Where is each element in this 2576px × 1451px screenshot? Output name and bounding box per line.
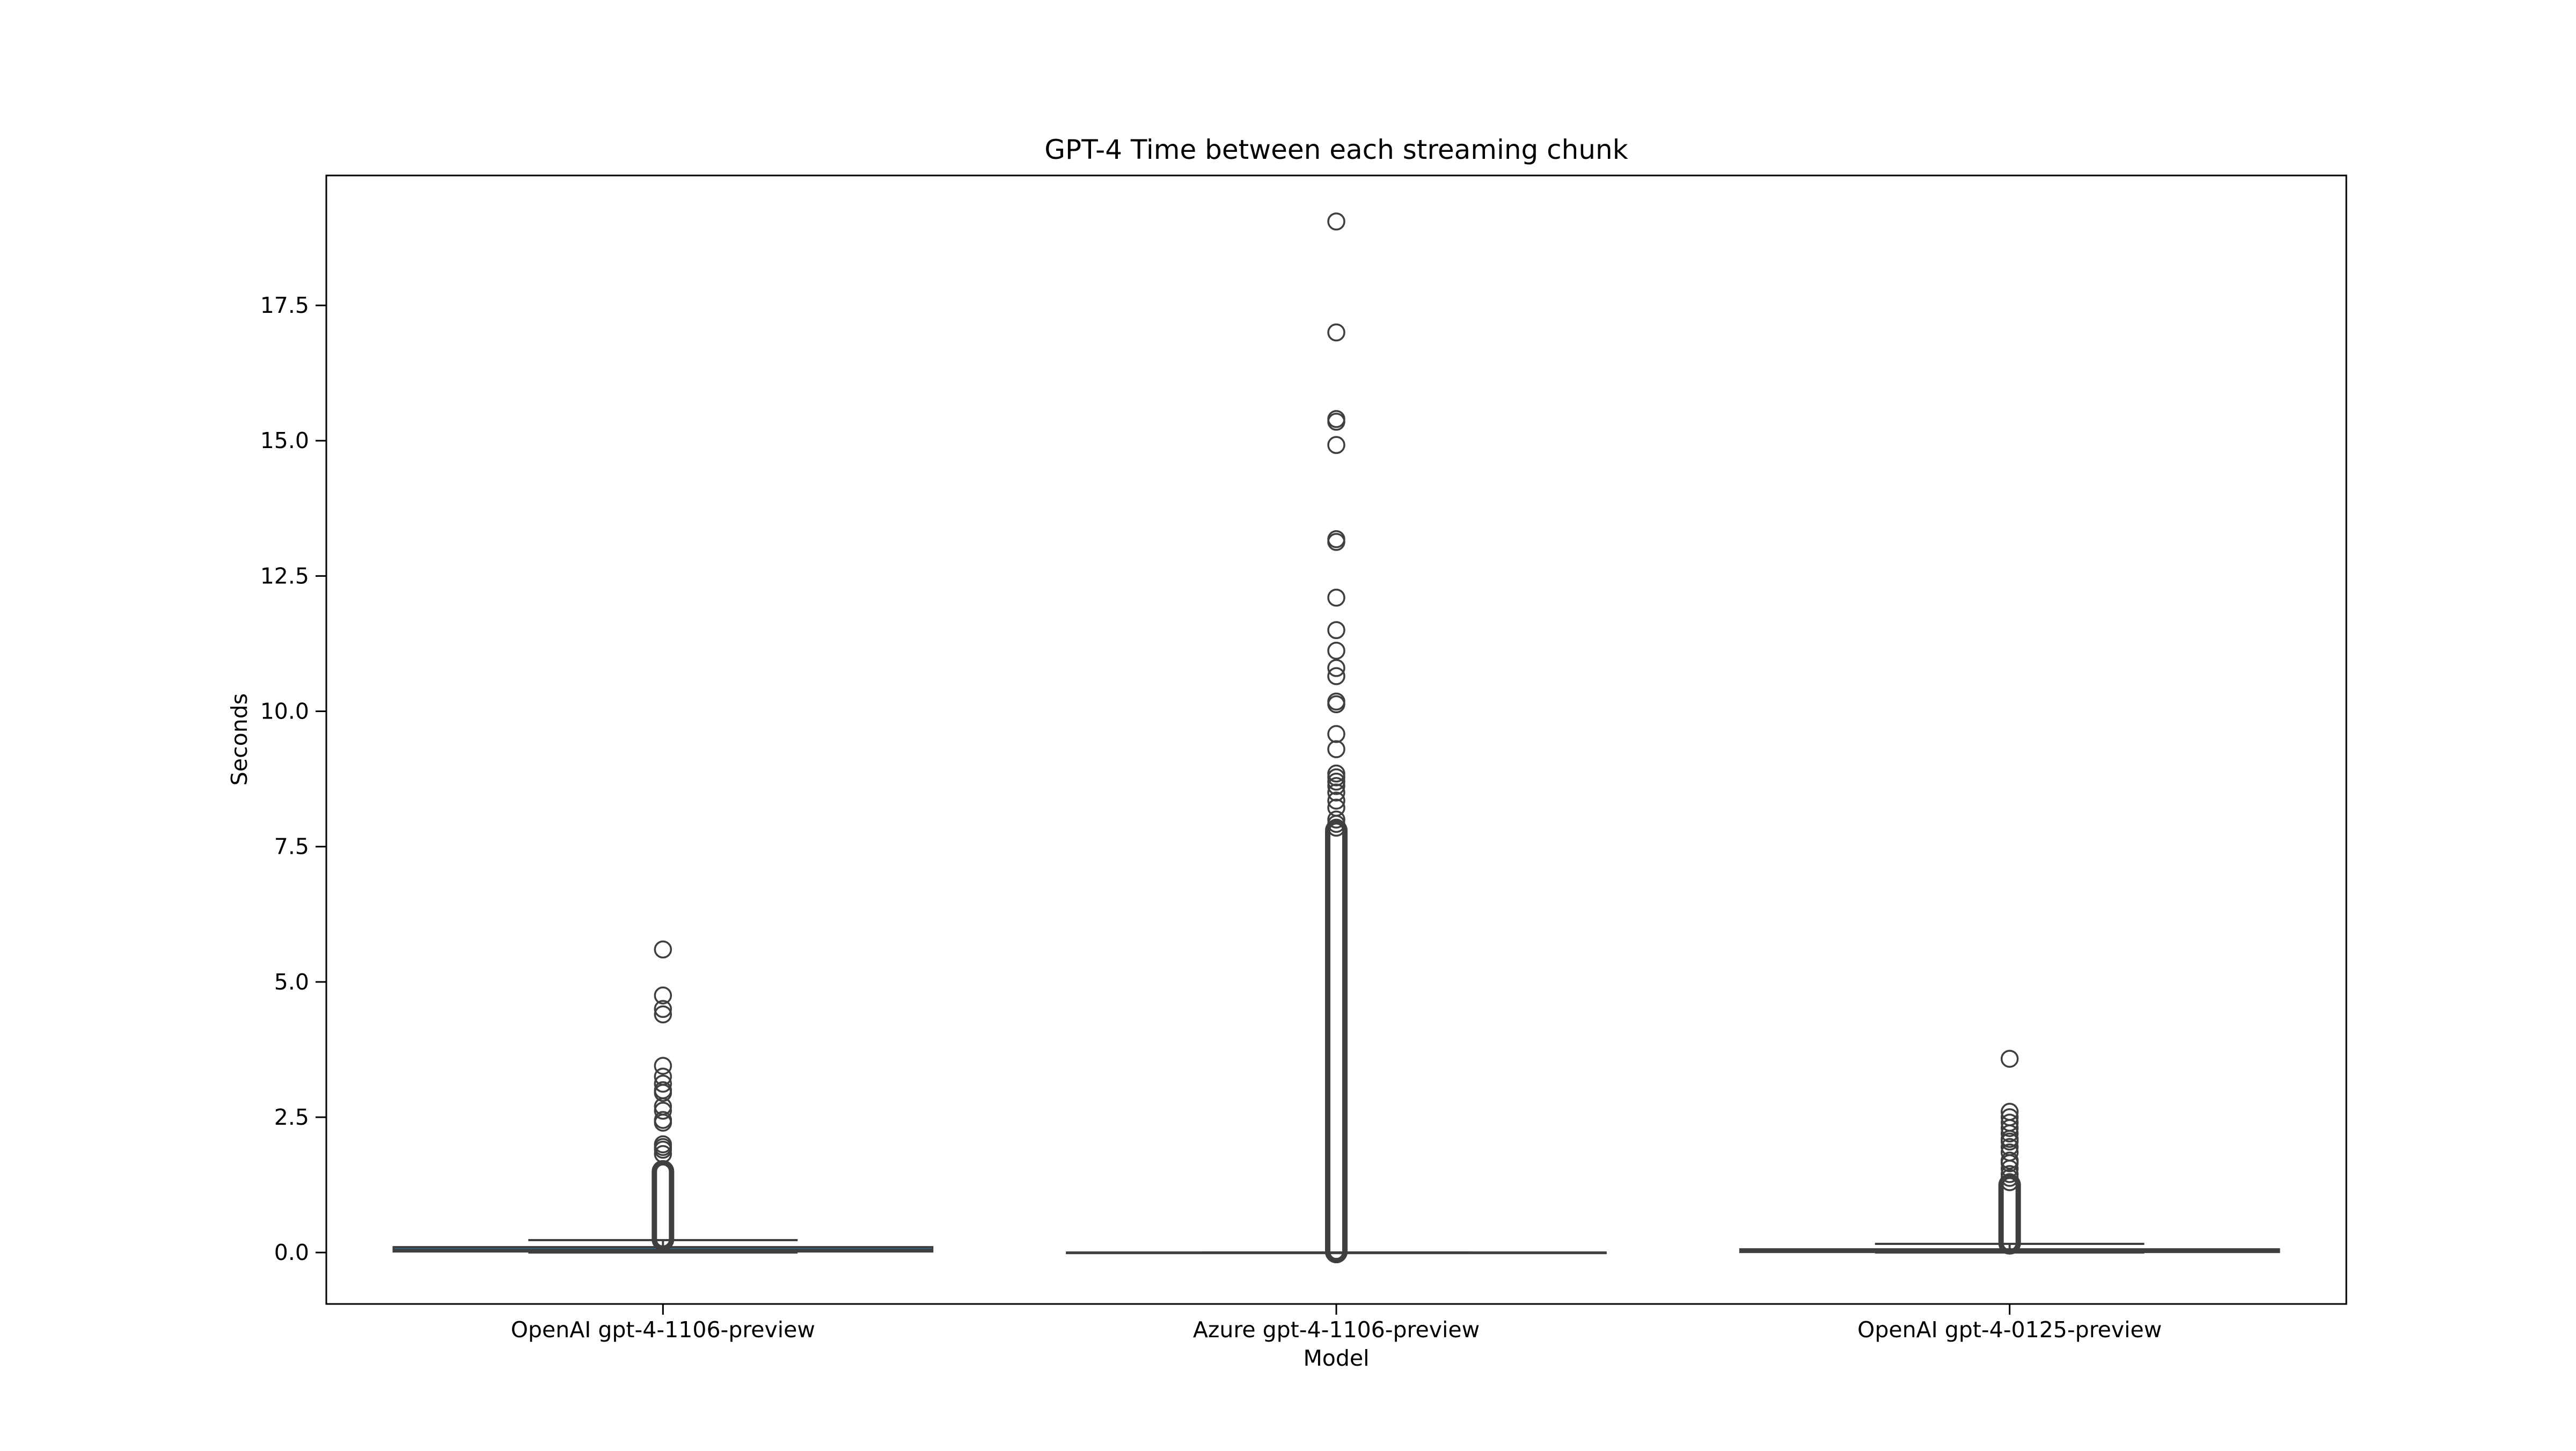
- outlier-point: [2000, 1124, 2019, 1143]
- outlier-point: [654, 1113, 672, 1132]
- box-group: [1739, 1050, 2280, 1255]
- y-tick-label: 5.0: [274, 969, 309, 995]
- outlier-point: [654, 1083, 672, 1102]
- outlier-point: [1327, 533, 1345, 551]
- x-axis-label: Model: [1303, 1345, 1369, 1371]
- outlier-point: [654, 1102, 672, 1120]
- y-tick-label: 10.0: [260, 699, 309, 724]
- outlier-point: [2000, 1169, 2019, 1187]
- y-tick-label: 15.0: [260, 428, 309, 453]
- outlier-point: [1327, 641, 1345, 660]
- outlier-point: [654, 986, 672, 1005]
- outlier-point: [1327, 768, 1345, 787]
- box-group: [1066, 212, 1607, 1264]
- outlier-dense-cluster: [1325, 819, 1348, 1264]
- outlier-point: [654, 1005, 672, 1024]
- outlier-point: [2000, 1119, 2019, 1137]
- outlier-point: [2000, 1154, 2019, 1172]
- y-tick-label: 7.5: [274, 834, 309, 860]
- outlier-point: [654, 1140, 672, 1159]
- outlier-point: [654, 1057, 672, 1075]
- outlier-point: [1327, 323, 1345, 342]
- outlier-point: [1327, 695, 1345, 714]
- outlier-point: [1327, 776, 1345, 795]
- plot-area: 0.0 2.5 5.0 7.5 10.0 12.5 15.0 17.5 OpenAI gpt-4…: [260, 174, 2347, 1343]
- y-tick-label: 2.5: [274, 1104, 309, 1130]
- outlier-point: [1327, 810, 1345, 829]
- x-tick-label: Azure gpt-4-1106-preview: [1193, 1317, 1480, 1343]
- chart-title: GPT-4 Time between each streaming chunk: [1044, 134, 1628, 165]
- outlier-point: [1327, 740, 1345, 758]
- x-tick-label: OpenAI gpt-4-1106-preview: [511, 1317, 815, 1343]
- outlier-point: [1327, 413, 1345, 431]
- outlier-point: [654, 1074, 672, 1093]
- plot-frame: [325, 174, 2347, 1305]
- outlier-point: [654, 1145, 672, 1163]
- outlier-point: [2000, 1173, 2019, 1191]
- outlier-point: [654, 1000, 672, 1018]
- outlier-point: [1327, 725, 1345, 743]
- outlier-point: [1327, 783, 1345, 802]
- x-tick-label: OpenAI gpt-4-0125-preview: [1857, 1317, 2162, 1343]
- outlier-point: [1327, 772, 1345, 791]
- y-tick-label: 12.5: [260, 563, 309, 589]
- box-group: [392, 940, 934, 1254]
- outlier-point: [1327, 621, 1345, 640]
- y-axis-label: Seconds: [226, 693, 252, 786]
- outlier-point: [1327, 792, 1345, 810]
- outlier-point: [1327, 667, 1345, 685]
- outlier-point: [1327, 659, 1345, 677]
- outlier-point: [1327, 436, 1345, 455]
- outlier-point: [1327, 212, 1345, 231]
- outlier-point: [2000, 1160, 2019, 1178]
- outlier-dense-cluster: [652, 1160, 675, 1251]
- outlier-point: [1327, 818, 1345, 837]
- outlier-point: [654, 940, 672, 959]
- outlier-point: [1327, 588, 1345, 607]
- y-tick-label: 0.0: [274, 1240, 309, 1265]
- outlier-point: [2000, 1132, 2019, 1151]
- outlier-point: [2000, 1050, 2019, 1068]
- y-tick-label: 17.5: [260, 292, 309, 318]
